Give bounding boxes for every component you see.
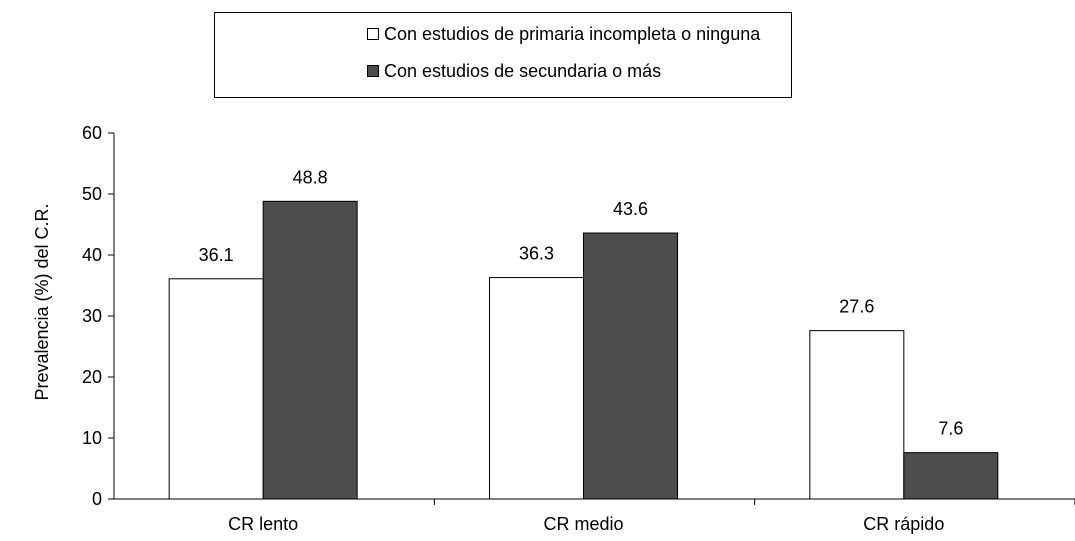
value-labels: 36.1 48.8 36.3 43.6 27.6 7.6 bbox=[199, 167, 964, 438]
x-tick-label: CR medio bbox=[543, 514, 623, 534]
data-label: 36.3 bbox=[519, 244, 554, 264]
y-tick-label: 10 bbox=[82, 428, 102, 448]
data-label: 7.6 bbox=[938, 419, 963, 439]
legend-label-primary: Con estudios de primaria incompleta o ni… bbox=[384, 23, 761, 44]
data-label: 36.1 bbox=[199, 245, 234, 265]
data-label: 27.6 bbox=[839, 297, 874, 317]
legend-item-primary: Con estudios de primaria incompleta o ni… bbox=[367, 23, 760, 45]
x-tick-label: CR rápido bbox=[863, 514, 944, 534]
y-tick-label: 30 bbox=[82, 306, 102, 326]
legend-swatch-primary bbox=[367, 28, 379, 40]
data-label: 48.8 bbox=[293, 167, 328, 187]
data-label: 43.6 bbox=[613, 199, 648, 219]
bar-primary bbox=[168, 278, 264, 500]
legend-item-secondary: Con estudios de secundaria o más bbox=[367, 60, 661, 82]
x-tick-label: CR lento bbox=[228, 514, 298, 534]
y-tick-label: 40 bbox=[82, 245, 102, 265]
bar-primary bbox=[489, 277, 584, 500]
y-tick-label: 20 bbox=[82, 367, 102, 387]
legend: Con estudios de primaria incompleta o ni… bbox=[214, 12, 792, 98]
y-tick-label: 60 bbox=[82, 123, 102, 143]
bar-secondary bbox=[262, 200, 358, 500]
legend-swatch-secondary bbox=[367, 65, 379, 77]
bar-secondary bbox=[903, 452, 999, 500]
y-axis-title: Prevalencia (%) del C.R. bbox=[32, 203, 52, 400]
bar-secondary bbox=[583, 232, 678, 500]
legend-label-secondary: Con estudios de secundaria o más bbox=[384, 60, 662, 81]
bar-primary bbox=[809, 330, 905, 500]
y-tick-label: 0 bbox=[92, 489, 102, 509]
axes: 0 10 20 30 40 50 60 CR lento CR medio CR rápido bbox=[82, 123, 1075, 534]
y-tick-label: 50 bbox=[82, 184, 102, 204]
bars bbox=[168, 200, 999, 500]
